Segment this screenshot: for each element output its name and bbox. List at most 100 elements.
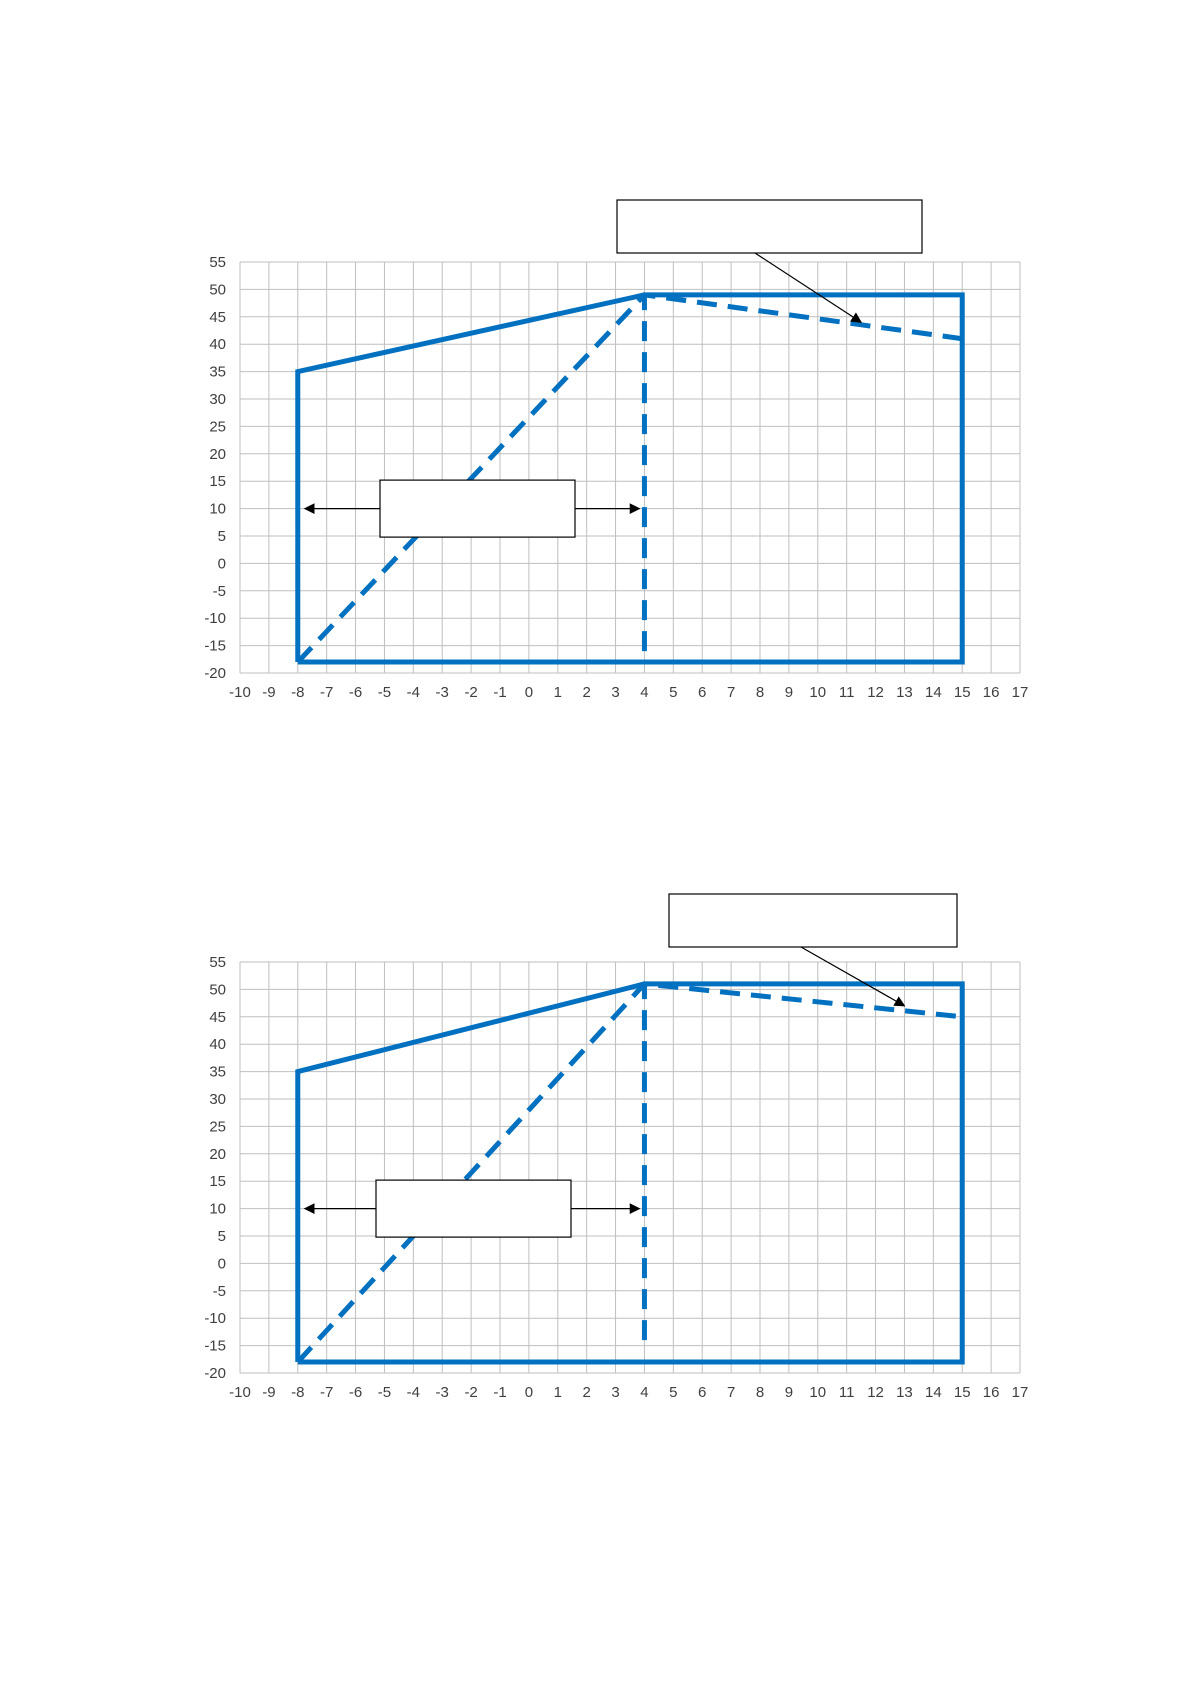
- x-tick-label: -3: [436, 1384, 449, 1401]
- x-tick-label: -4: [407, 1384, 420, 1401]
- x-tick-label: 1: [554, 684, 562, 701]
- y-tick-label: 15: [209, 1173, 226, 1190]
- x-tick-label: 16: [983, 684, 1000, 701]
- x-tick-label: -6: [349, 684, 362, 701]
- y-tick-label: -20: [204, 665, 226, 682]
- y-tick-label: 15: [209, 473, 226, 490]
- y-tick-label: 35: [209, 1064, 226, 1081]
- x-tick-label: 7: [727, 1384, 735, 1401]
- x-tick-label: -2: [464, 684, 477, 701]
- x-tick-label: -9: [262, 684, 275, 701]
- y-tick-label: -15: [204, 638, 226, 655]
- x-tick-label: 14: [925, 1384, 942, 1401]
- y-tick-label: 10: [209, 501, 226, 518]
- x-tick-label: -10: [229, 684, 251, 701]
- x-tick-label: 4: [640, 684, 648, 701]
- y-tick-label: -20: [204, 1365, 226, 1382]
- x-tick-label: 17: [1012, 684, 1029, 701]
- x-tick-label: -8: [291, 1384, 304, 1401]
- series-line-dashed: [295, 981, 963, 1364]
- x-tick-label: -4: [407, 684, 420, 701]
- x-tick-label: -5: [378, 684, 391, 701]
- y-tick-label: 20: [209, 1146, 226, 1163]
- x-tick-label: 1: [554, 1384, 562, 1401]
- x-tick-label: 14: [925, 684, 942, 701]
- y-tick-label: 25: [209, 418, 226, 435]
- x-tick-label: -7: [320, 684, 333, 701]
- y-tick-label: 0: [218, 555, 226, 572]
- y-tick-label: 5: [218, 528, 226, 545]
- y-tick-label: 25: [209, 1118, 226, 1135]
- x-tick-label: 6: [698, 684, 706, 701]
- y-tick-label: 40: [209, 336, 226, 353]
- y-tick-label: 30: [209, 391, 226, 408]
- x-tick-label: 9: [785, 1384, 793, 1401]
- y-tick-label: 40: [209, 1036, 226, 1053]
- y-tick-label: -5: [213, 1283, 226, 1300]
- x-tick-label: 11: [839, 684, 855, 701]
- x-tick-label: 11: [839, 1384, 855, 1401]
- x-tick-label: 15: [954, 684, 971, 701]
- x-tick-label: -1: [493, 1384, 506, 1401]
- x-tick-label: 13: [896, 684, 913, 701]
- x-tick-label: -10: [229, 1384, 251, 1401]
- x-tick-label: 0: [525, 684, 533, 701]
- x-tick-label: 17: [1012, 1384, 1029, 1401]
- x-tick-label: 8: [756, 684, 764, 701]
- y-tick-label: 45: [209, 1009, 226, 1026]
- y-tick-label: 55: [209, 254, 226, 271]
- series-line-dashed: [295, 292, 963, 664]
- y-tick-label: 20: [209, 446, 226, 463]
- chart-top-svg: -10 -9 -8 -7 -6 -5 -4 -3 -2 -1 0 1 2 3 4 5 6 7 8 9 10 11 12 13 1…: [204, 199, 1029, 701]
- x-tick-label: 10: [809, 1384, 826, 1401]
- x-tick-label: -6: [349, 1384, 362, 1401]
- x-tick-label: 16: [983, 1384, 1000, 1401]
- callout-box-top: [668, 893, 958, 948]
- y-tick-label: 30: [209, 1091, 226, 1108]
- y-tick-label: -15: [204, 1338, 226, 1355]
- chart-top: -10 -9 -8 -7 -6 -5 -4 -3 -2 -1 0 1 2 3 4 5 6 7 8 9 10 11 12 13 1…: [0, 160, 1190, 720]
- x-tick-label: 3: [611, 684, 619, 701]
- x-tick-label: 15: [954, 1384, 971, 1401]
- series-line-solid: [295, 292, 965, 665]
- callout-arrow-top: [800, 946, 906, 1007]
- callout-arrow-top: [754, 252, 863, 323]
- y-tick-label: 0: [218, 1255, 226, 1272]
- x-tick-label: -5: [378, 1384, 391, 1401]
- x-tick-label: 13: [896, 1384, 913, 1401]
- y-tick-label: -10: [204, 610, 226, 627]
- x-tick-label: -1: [493, 684, 506, 701]
- x-tick-label: -3: [436, 684, 449, 701]
- y-tick-label: 50: [209, 281, 226, 298]
- y-tick-label: 10: [209, 1201, 226, 1218]
- callout-box-middle: [375, 1179, 572, 1238]
- x-tick-label: 12: [867, 1384, 884, 1401]
- y-tick-label: 5: [218, 1228, 226, 1245]
- x-tick-label: -9: [262, 1384, 275, 1401]
- y-tick-label: 55: [209, 954, 226, 971]
- x-tick-label: 0: [525, 1384, 533, 1401]
- x-tick-label: -2: [464, 1384, 477, 1401]
- x-tick-label: 4: [640, 1384, 648, 1401]
- y-tick-label: 50: [209, 981, 226, 998]
- x-tick-label: 12: [867, 684, 884, 701]
- x-tick-label: 7: [727, 684, 735, 701]
- x-tick-label: -8: [291, 684, 304, 701]
- series-line-solid: [295, 981, 965, 1365]
- x-tick-label: 5: [669, 1384, 677, 1401]
- y-tick-label: 35: [209, 364, 226, 381]
- x-tick-label: 9: [785, 684, 793, 701]
- x-tick-label: 3: [611, 1384, 619, 1401]
- x-tick-label: 2: [582, 1384, 590, 1401]
- y-tick-label: 45: [209, 309, 226, 326]
- callout-box-middle: [379, 479, 576, 538]
- x-tick-label: 2: [582, 684, 590, 701]
- y-tick-label: -10: [204, 1310, 226, 1327]
- x-tick-label: 8: [756, 1384, 764, 1401]
- chart-bottom-svg: -10 -9 -8 -7 -6 -5 -4 -3 -2 -1 0 1 2 3 4 5 6 7 8 9 10 11 12 13 1…: [204, 893, 1029, 1401]
- callout-box-top: [616, 199, 923, 254]
- y-tick-label: -5: [213, 583, 226, 600]
- chart-bottom: -10 -9 -8 -7 -6 -5 -4 -3 -2 -1 0 1 2 3 4 5 6 7 8 9 10 11 12 13 1…: [0, 860, 1190, 1420]
- x-tick-label: 5: [669, 684, 677, 701]
- x-tick-label: 10: [809, 684, 826, 701]
